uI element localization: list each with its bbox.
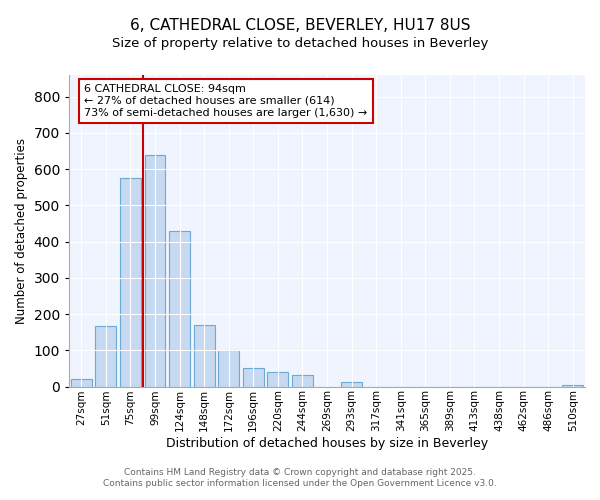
Bar <box>218 350 239 387</box>
Text: 6 CATHEDRAL CLOSE: 94sqm
← 27% of detached houses are smaller (614)
73% of semi-: 6 CATHEDRAL CLOSE: 94sqm ← 27% of detach… <box>85 84 368 117</box>
Text: Contains HM Land Registry data © Crown copyright and database right 2025.
Contai: Contains HM Land Registry data © Crown c… <box>103 468 497 487</box>
Text: Size of property relative to detached houses in Beverley: Size of property relative to detached ho… <box>112 38 488 51</box>
Bar <box>71 380 92 386</box>
Bar <box>243 368 264 386</box>
Bar <box>292 374 313 386</box>
Y-axis label: Number of detached properties: Number of detached properties <box>15 138 28 324</box>
Bar <box>145 154 166 386</box>
Bar <box>169 231 190 386</box>
Bar <box>268 372 288 386</box>
Bar <box>95 326 116 386</box>
Bar <box>120 178 141 386</box>
Bar <box>562 384 583 386</box>
Bar <box>194 325 215 386</box>
X-axis label: Distribution of detached houses by size in Beverley: Distribution of detached houses by size … <box>166 437 488 450</box>
Bar <box>341 382 362 386</box>
Text: 6, CATHEDRAL CLOSE, BEVERLEY, HU17 8US: 6, CATHEDRAL CLOSE, BEVERLEY, HU17 8US <box>130 18 470 32</box>
